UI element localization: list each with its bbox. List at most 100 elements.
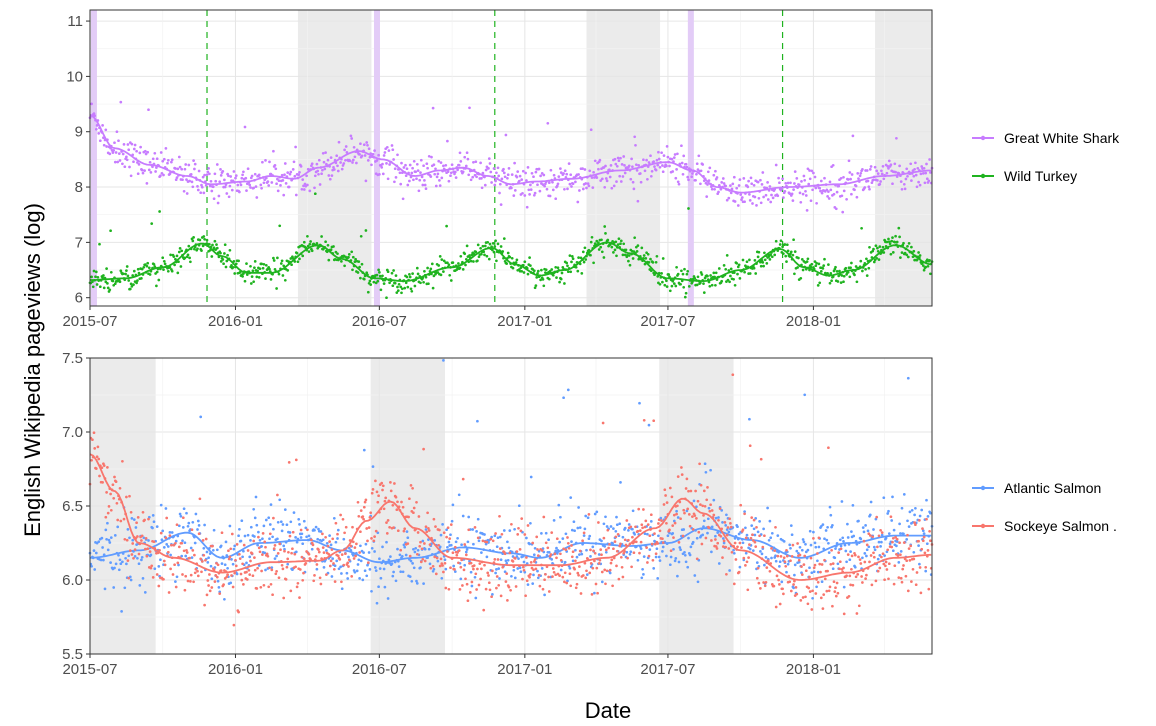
data-point bbox=[258, 267, 262, 271]
data-point bbox=[442, 531, 446, 535]
data-point bbox=[780, 580, 784, 584]
data-point bbox=[415, 579, 418, 583]
data-point bbox=[683, 295, 687, 299]
data-point bbox=[583, 561, 587, 565]
data-point bbox=[463, 155, 467, 159]
data-point bbox=[94, 551, 98, 555]
data-point bbox=[840, 274, 844, 277]
data-point bbox=[887, 532, 891, 535]
data-point bbox=[138, 584, 142, 587]
data-point bbox=[91, 280, 94, 284]
data-point bbox=[251, 269, 255, 273]
data-point bbox=[416, 531, 420, 534]
data-point bbox=[818, 281, 822, 285]
data-point bbox=[505, 262, 509, 265]
data-point bbox=[332, 562, 335, 565]
data-point bbox=[159, 558, 162, 562]
data-point bbox=[96, 445, 100, 449]
data-point bbox=[534, 567, 538, 571]
data-point bbox=[431, 106, 435, 110]
data-point bbox=[618, 174, 622, 178]
data-point bbox=[807, 586, 811, 590]
data-point bbox=[155, 284, 158, 288]
data-point bbox=[358, 153, 361, 156]
panel-border bbox=[89, 9, 933, 307]
data-point bbox=[601, 421, 605, 425]
data-point bbox=[354, 554, 357, 558]
data-point bbox=[915, 571, 919, 574]
data-point bbox=[924, 265, 928, 269]
data-point bbox=[776, 554, 780, 558]
data-point bbox=[686, 507, 690, 511]
data-point bbox=[622, 551, 626, 555]
data-point bbox=[604, 164, 607, 168]
data-point bbox=[710, 509, 714, 512]
data-point bbox=[863, 552, 867, 555]
legend-label: Wild Turkey bbox=[1004, 168, 1077, 184]
data-point bbox=[615, 564, 618, 568]
data-point bbox=[264, 277, 267, 280]
data-point bbox=[827, 551, 831, 554]
data-point bbox=[357, 260, 361, 263]
data-point bbox=[428, 543, 432, 546]
data-point bbox=[389, 555, 392, 558]
data-point bbox=[480, 186, 484, 190]
data-point bbox=[347, 565, 350, 568]
data-point bbox=[898, 164, 901, 168]
data-point bbox=[679, 548, 682, 552]
data-point bbox=[842, 612, 846, 616]
data-point bbox=[283, 508, 287, 511]
data-point bbox=[778, 602, 782, 606]
data-point bbox=[261, 532, 265, 535]
data-point bbox=[298, 596, 301, 599]
data-point bbox=[522, 560, 526, 564]
data-point bbox=[753, 540, 757, 544]
data-point bbox=[222, 583, 225, 586]
data-point bbox=[815, 201, 818, 205]
data-point bbox=[915, 258, 919, 262]
data-point bbox=[474, 250, 478, 254]
data-point bbox=[839, 544, 843, 548]
data-point bbox=[804, 194, 808, 197]
data-point bbox=[238, 552, 241, 556]
data-point bbox=[408, 179, 411, 183]
data-point bbox=[332, 245, 335, 248]
data-point bbox=[743, 512, 746, 516]
data-point bbox=[483, 253, 486, 257]
data-point bbox=[692, 499, 696, 503]
data-point bbox=[729, 525, 733, 529]
data-point bbox=[261, 537, 264, 541]
data-point bbox=[470, 584, 474, 588]
legend-label: Great White Shark bbox=[1004, 130, 1120, 146]
data-point bbox=[287, 550, 290, 554]
data-point bbox=[663, 283, 667, 287]
data-point bbox=[353, 570, 357, 574]
data-point bbox=[756, 255, 760, 259]
data-point bbox=[255, 523, 259, 527]
data-point bbox=[267, 585, 271, 589]
y-tick-label: 9 bbox=[75, 124, 83, 141]
data-point bbox=[226, 573, 229, 576]
data-point bbox=[330, 174, 334, 177]
data-point bbox=[309, 240, 312, 243]
data-point bbox=[895, 136, 898, 140]
data-point bbox=[801, 596, 805, 599]
data-point bbox=[532, 193, 536, 197]
data-point bbox=[474, 572, 478, 576]
data-point bbox=[453, 170, 457, 174]
data-point bbox=[584, 576, 588, 580]
data-point bbox=[212, 197, 216, 201]
data-point bbox=[921, 539, 925, 543]
data-point bbox=[353, 260, 357, 264]
data-point bbox=[421, 183, 425, 187]
data-point bbox=[775, 574, 779, 578]
data-point bbox=[105, 145, 108, 148]
data-point bbox=[341, 517, 345, 521]
data-point bbox=[699, 483, 703, 487]
data-point bbox=[534, 284, 538, 287]
data-point bbox=[550, 531, 554, 534]
data-point bbox=[631, 527, 634, 531]
data-point bbox=[407, 515, 410, 519]
data-point bbox=[685, 165, 689, 169]
